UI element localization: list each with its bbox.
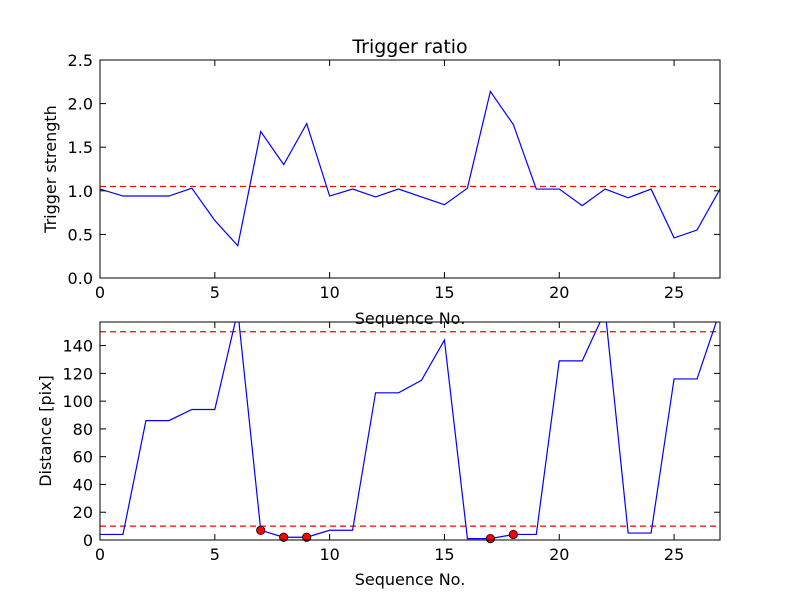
top-x-tick-label: 5 — [210, 283, 220, 302]
top-panel: Trigger ratio 0 5 10 15 20 25 0.0 0.5 1.0 1.5 2.0 2… — [41, 36, 721, 328]
bottom-y-tick-label: 40 — [73, 475, 93, 494]
bottom-marker-point — [508, 529, 518, 540]
top-y-tick-label: 2.5 — [68, 51, 93, 70]
top-chart-title: Trigger ratio — [351, 36, 467, 58]
bottom-marker-point — [302, 532, 312, 542]
bottom-x-tick-label: 0 — [95, 545, 105, 564]
top-y-tick-label: 0.5 — [68, 225, 93, 244]
bottom-ticks: 0 5 10 15 20 25 0 20 40 60 80 100 120 140 — [62, 322, 720, 564]
top-ticks: 0 5 10 15 20 25 0.0 0.5 1.0 1.5 2.0 2.5 — [68, 51, 720, 302]
bottom-y-tick-label: 140 — [62, 337, 93, 356]
bottom-axes-frame — [99, 321, 721, 541]
bottom-marker-point — [279, 532, 289, 542]
bottom-marker-point — [256, 525, 266, 535]
bottom-x-axis-label: Sequence No. — [355, 570, 466, 589]
top-x-axis-label: Sequence No. — [355, 309, 466, 328]
bottom-x-tick-label: 5 — [210, 545, 220, 564]
bottom-x-tick-label: 10 — [319, 545, 339, 564]
bottom-panel: 0 5 10 15 20 25 0 20 40 60 80 100 120 140 Sequence No… — [36, 321, 721, 589]
bottom-y-tick-label: 100 — [62, 392, 93, 411]
top-y-tick-label: 1.0 — [68, 182, 93, 201]
bottom-y-tick-label: 80 — [73, 420, 93, 439]
bottom-series-line-0 — [100, 322, 717, 540]
bottom-marker-point — [485, 534, 495, 544]
bottom-y-tick-label: 0 — [83, 531, 93, 550]
top-y-tick-label: 0.0 — [68, 269, 93, 288]
bottom-y-axis-label: Distance [pix] — [36, 375, 55, 487]
top-x-tick-label: 0 — [95, 283, 105, 302]
bottom-plot-area — [100, 322, 720, 540]
top-axes-frame — [99, 59, 721, 279]
top-y-tick-label: 2.0 — [68, 95, 93, 114]
bottom-x-tick-label: 20 — [549, 545, 569, 564]
bottom-x-tick-label: 15 — [434, 545, 454, 564]
bottom-markers — [256, 525, 518, 544]
top-series-line-0 — [100, 89, 720, 248]
top-x-tick-label: 25 — [664, 283, 684, 302]
bottom-x-tick-label: 25 — [664, 545, 684, 564]
top-plot-area — [100, 89, 720, 248]
bottom-y-tick-label: 20 — [73, 503, 93, 522]
top-y-axis-label: Trigger strength — [41, 105, 60, 234]
top-x-tick-label: 20 — [549, 283, 569, 302]
top-x-tick-label: 10 — [319, 283, 339, 302]
bottom-y-tick-label: 60 — [73, 448, 93, 467]
top-y-tick-label: 1.5 — [68, 138, 93, 157]
top-x-tick-label: 15 — [434, 283, 454, 302]
bottom-y-tick-label: 120 — [62, 364, 93, 383]
